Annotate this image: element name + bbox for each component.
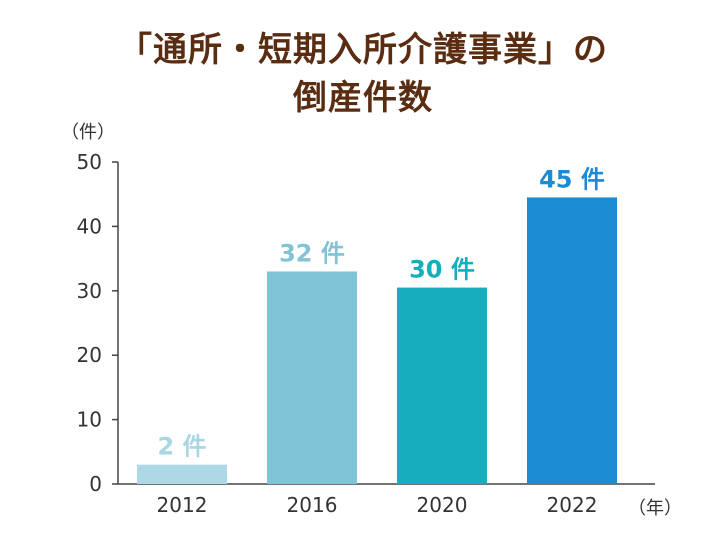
x-tick-label: 2016: [287, 493, 338, 517]
x-unit-label: （年）: [628, 498, 682, 519]
chart-title-line1: 「通所・短期入所介護事業」の: [118, 30, 608, 70]
bar-2022: [527, 197, 617, 485]
x-tick-label: 2022: [547, 493, 598, 517]
bar-2020: [397, 287, 487, 484]
data-label-2020: 30 件: [409, 256, 475, 284]
bar-2012: [137, 464, 227, 484]
x-tick-label: 2020: [417, 493, 468, 517]
y-tick-label: 30: [77, 279, 102, 303]
y-tick-label: 40: [77, 214, 102, 238]
x-tick-label: 2012: [157, 493, 208, 517]
y-tick-label: 10: [77, 408, 102, 432]
chart-title-line2: 倒産件数: [293, 78, 433, 118]
data-label-2022: 45 件: [539, 165, 605, 193]
data-label-2012: 2 件: [157, 433, 206, 461]
y-unit-label: （件）: [61, 122, 115, 143]
data-label-2016: 32 件: [279, 239, 345, 267]
y-tick-label: 20: [77, 343, 102, 367]
y-tick-label: 50: [77, 150, 102, 174]
bar-2016: [267, 271, 357, 484]
y-tick-label: 0: [89, 472, 102, 496]
